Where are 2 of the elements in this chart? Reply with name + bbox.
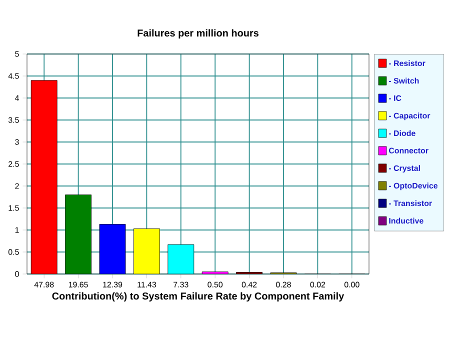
chart-title: Failures per million hours xyxy=(138,29,258,38)
x-axis-title: Contribution(%) to System Failure Rate by Component Family xyxy=(52,292,344,302)
